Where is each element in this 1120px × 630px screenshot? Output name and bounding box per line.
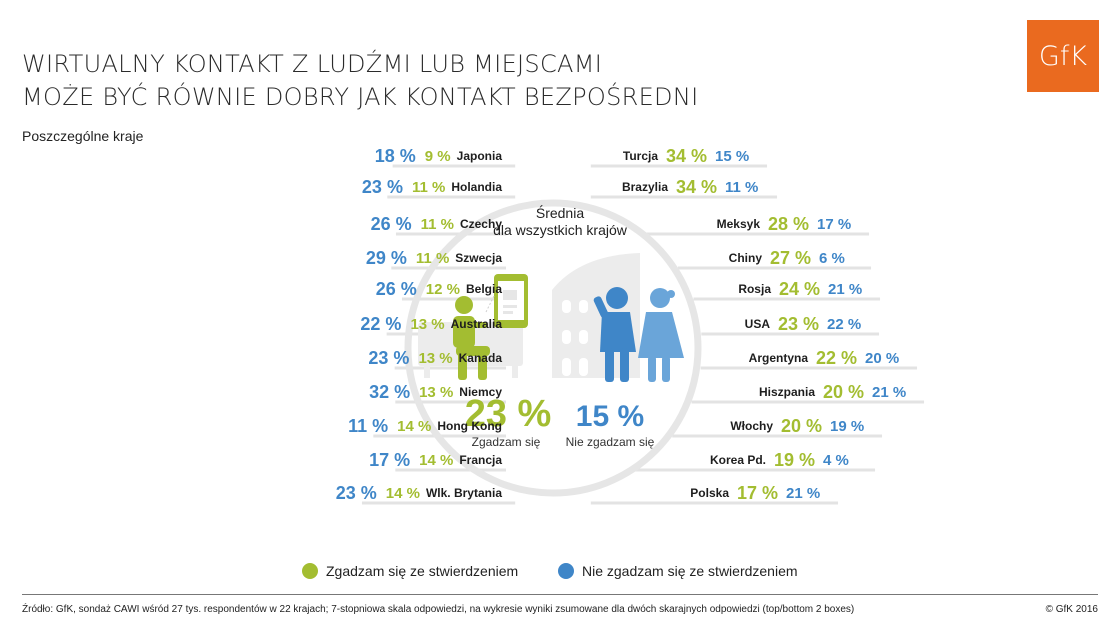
country-label-australia: Australia [451, 317, 503, 331]
disagree-legend-dot [558, 563, 574, 579]
disagree-value-korea-pd: 4 % [823, 452, 849, 469]
agree-value-rosja: 24 % [779, 279, 820, 299]
country-label-kanada: Kanada [459, 351, 503, 365]
disagree-value-wlk-brytania: 23 % [336, 483, 377, 503]
average-agree-label: Zgadzam się [472, 435, 541, 449]
country-label-korea-pd: Korea Pd. [710, 453, 766, 467]
country-label-japonia: Japonia [457, 149, 503, 163]
agree-value-hiszpania: 20 % [823, 382, 864, 402]
country-label-holandia: Holandia [451, 180, 502, 194]
country-label-argentyna: Argentyna [749, 351, 809, 365]
tourists-icon [593, 287, 684, 382]
legend-disagree: Nie zgadzam się ze stwierdzeniem [558, 563, 798, 579]
country-label-szwecja: Szwecja [455, 251, 502, 265]
country-label-wlk-brytania: Wlk. Brytania [426, 486, 502, 500]
title-line-2: MOŻE BYĆ RÓWNIE DOBRY JAK KONTAKT BEZPOŚ… [22, 83, 699, 111]
country-labels: Japonia 9 % 18 % Holandia 11 % 23 % Czechy 11 %… [336, 146, 907, 503]
agree-value-holandia: 11 % [412, 179, 445, 196]
disagree-value-chiny: 6 % [819, 250, 845, 267]
agree-value-korea-pd: 19 % [774, 450, 815, 470]
disagree-value-polska: 21 % [786, 485, 820, 502]
agree-value-polska: 17 % [737, 483, 778, 503]
average-disagree-value: 15 % [576, 400, 644, 433]
agree-value-chiny: 27 % [770, 248, 811, 268]
agree-value-francja: 14 % [419, 452, 453, 469]
agree-value-usa: 23 % [778, 314, 819, 334]
legend-agree: Zgadzam się ze stwierdzeniem [302, 563, 518, 579]
country-label-hong-kong: Hong Kong [437, 419, 502, 433]
agree-value-wlk-brytania: 14 % [386, 485, 420, 502]
chart: Średnia dla wszystkich krajów 23 % 15 % … [336, 146, 925, 505]
disagree-value-turcja: 15 % [715, 148, 749, 165]
subtitle: Poszczególne kraje [22, 128, 144, 144]
country-label-brazylia: Brazylia [622, 180, 668, 194]
average-heading-line-1: Średnia [536, 204, 584, 221]
disagree-value-australia: 22 % [360, 314, 401, 334]
agree-value-australia: 13 % [410, 316, 444, 333]
center-ring [404, 199, 702, 497]
country-label-czechy: Czechy [460, 217, 502, 231]
agree-value-hong-kong: 14 % [397, 418, 431, 435]
country-label-polska: Polska [690, 486, 729, 500]
country-label-niemcy: Niemcy [459, 385, 502, 399]
disagree-value-holandia: 23 % [362, 177, 403, 197]
agree-value-wlochy: 20 % [781, 416, 822, 436]
disagree-value-japonia: 18 % [375, 146, 416, 166]
connector-lines [361, 164, 925, 505]
footer-divider [22, 594, 1098, 595]
country-label-turcja: Turcja [623, 149, 658, 163]
country-label-hiszpania: Hiszpania [759, 385, 815, 399]
country-label-rosja: Rosja [738, 282, 771, 296]
title-line-1: WIRTUALNY KONTAKT Z LUDŹMI LUB MIEJSCAMI [22, 50, 603, 78]
country-label-chiny: Chiny [729, 251, 763, 265]
agree-value-niemcy: 13 % [419, 384, 453, 401]
disagree-value-hiszpania: 21 % [872, 384, 906, 401]
average-disagree-label: Nie zgadzam się [566, 435, 655, 449]
disagree-value-hong-kong: 11 % [348, 416, 388, 436]
agree-legend-dot [302, 563, 318, 579]
gfk-logo: GfK [1027, 20, 1099, 92]
disagree-value-szwecja: 29 % [366, 248, 407, 268]
country-label-wlochy: Włochy [730, 419, 773, 433]
illustration [418, 253, 684, 382]
tablet-icon [485, 274, 528, 328]
disagree-value-rosja: 21 % [828, 281, 862, 298]
disagree-value-belgia: 26 % [376, 279, 417, 299]
agree-value-brazylia: 34 % [676, 177, 717, 197]
country-label-belgia: Belgia [466, 282, 502, 296]
disagree-value-meksyk: 17 % [817, 216, 851, 233]
agree-value-szwecja: 11 % [416, 250, 449, 267]
disagree-value-usa: 22 % [827, 316, 861, 333]
sitting-person-icon [453, 296, 490, 380]
agree-value-czechy: 11 % [421, 216, 454, 233]
legend-agree-label: Zgadzam się ze stwierdzeniem [326, 563, 519, 579]
disagree-value-czechy: 26 % [371, 214, 412, 234]
disagree-value-wlochy: 19 % [830, 418, 864, 435]
source-note: Źródło: GfK, sondaż CAWI wśród 27 tys. r… [22, 604, 855, 615]
disagree-value-kanada: 23 % [368, 348, 409, 368]
disagree-value-brazylia: 11 % [725, 179, 758, 196]
agree-value-belgia: 12 % [426, 281, 460, 298]
agree-value-kanada: 13 % [418, 350, 452, 367]
disagree-value-argentyna: 20 % [865, 350, 899, 367]
disagree-value-francja: 17 % [369, 450, 410, 470]
agree-value-argentyna: 22 % [816, 348, 857, 368]
legend-disagree-label: Nie zgadzam się ze stwierdzeniem [582, 563, 798, 579]
average-agree-value: 23 % [465, 393, 552, 435]
country-label-meksyk: Meksyk [717, 217, 761, 231]
agree-value-meksyk: 28 % [768, 214, 809, 234]
country-label-usa: USA [745, 317, 771, 331]
disagree-value-niemcy: 32 % [369, 382, 410, 402]
copyright: © GfK 2016 [1045, 604, 1098, 615]
country-label-francja: Francja [459, 453, 502, 467]
average-heading-line-2: dla wszystkich krajów [493, 222, 628, 238]
agree-value-turcja: 34 % [666, 146, 707, 166]
page-title: WIRTUALNY KONTAKT Z LUDŹMI LUB MIEJSCAMI… [22, 48, 698, 114]
agree-value-japonia: 9 % [425, 148, 451, 165]
